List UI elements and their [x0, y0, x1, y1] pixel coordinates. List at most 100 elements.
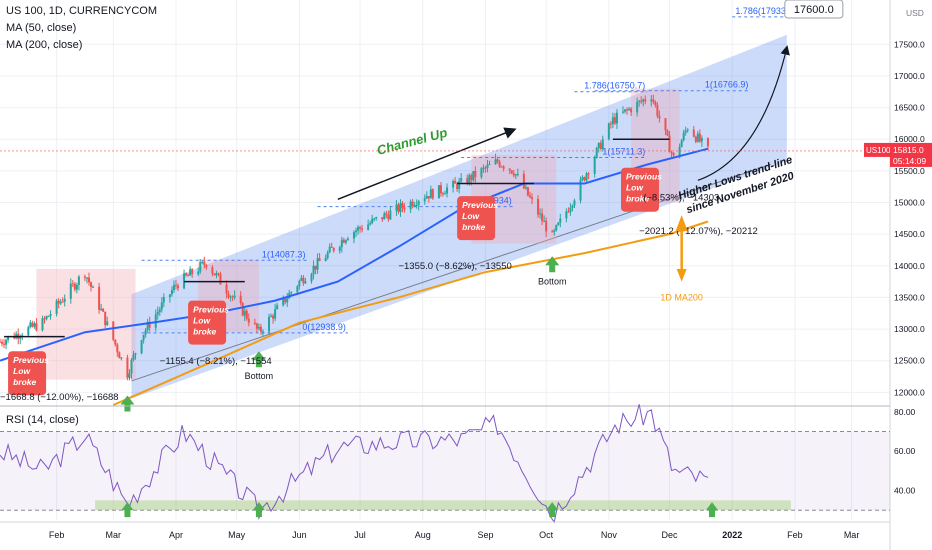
- time-tick-label: 2022: [722, 530, 742, 540]
- candle-body: [342, 239, 345, 243]
- channel-up-label: Channel Up: [375, 125, 449, 158]
- rsi-band: [0, 431, 890, 511]
- previous-low-broke-label: Low: [462, 211, 480, 221]
- candle-body: [367, 224, 370, 230]
- candle-body: [243, 310, 246, 316]
- time-tick-label: Jul: [354, 530, 366, 540]
- candle-body: [373, 218, 376, 220]
- candle-body: [470, 175, 473, 181]
- candle-body: [446, 187, 449, 194]
- candle-body: [658, 115, 661, 119]
- candle-body: [3, 343, 6, 345]
- candle-body: [411, 201, 414, 207]
- candle-body: [456, 183, 459, 190]
- time-tick-label: Oct: [539, 530, 554, 540]
- symbol-title: US 100, 1D, CURRENCYCOM: [6, 5, 157, 17]
- fib-level-label: 1(14087.3): [262, 249, 306, 259]
- candle-body: [526, 187, 529, 196]
- time-tick-label: Sep: [477, 530, 493, 540]
- candle-body: [197, 271, 200, 275]
- candle-body: [300, 277, 303, 281]
- candle-body: [371, 218, 374, 224]
- candle-body: [92, 286, 95, 288]
- candle-body: [268, 316, 271, 332]
- fib-level-label: 1.786(16750.7): [584, 81, 645, 91]
- candle-body: [211, 267, 214, 274]
- candle-body: [5, 340, 8, 345]
- candle-body: [466, 178, 469, 184]
- ma200-line: [112, 220, 709, 406]
- candle-body: [272, 315, 275, 319]
- candle-body: [187, 275, 190, 277]
- candle-body: [189, 269, 192, 276]
- candle-body: [545, 220, 548, 232]
- candle-body: [247, 318, 250, 323]
- target-box-label: 17600.0: [794, 4, 834, 16]
- candle-body: [162, 297, 165, 303]
- candle-body: [642, 99, 645, 102]
- candle-body: [369, 223, 372, 225]
- candle-body: [130, 359, 133, 374]
- candle-body: [55, 300, 58, 315]
- candle-body: [678, 147, 681, 156]
- candle-body: [567, 211, 570, 213]
- rsi-tick-label: 80.00: [894, 407, 916, 417]
- candle-body: [439, 185, 442, 194]
- channel-arrow: [337, 127, 517, 201]
- candle-body: [522, 173, 525, 189]
- candle-body: [318, 258, 321, 262]
- candle-body: [403, 207, 406, 210]
- candle-body: [587, 173, 590, 175]
- candle-body: [114, 339, 117, 345]
- candle-body: [90, 282, 93, 287]
- candle-body: [530, 197, 533, 200]
- candle-body: [215, 273, 218, 276]
- candle-body: [59, 301, 62, 304]
- candle-body: [409, 201, 412, 210]
- candle-body: [387, 214, 390, 220]
- candle-body: [217, 273, 220, 275]
- candle-body: [100, 308, 103, 310]
- candle-body: [201, 261, 204, 263]
- candle-body: [75, 284, 78, 290]
- last-price-label: 15815.0: [893, 145, 924, 155]
- candle-body: [290, 292, 293, 294]
- previous-low-broke-label: Previous: [13, 355, 49, 365]
- candle-body: [611, 117, 614, 125]
- candle-body: [593, 157, 596, 174]
- candle-body: [650, 99, 653, 102]
- candle-body: [423, 198, 426, 202]
- fib-level-label: 1(15711.3): [602, 146, 645, 156]
- rsi-bottom-arrow: [546, 502, 559, 518]
- candle-body: [541, 213, 544, 221]
- candle-body: [516, 173, 519, 175]
- candle-body: [328, 246, 331, 253]
- candle-body: [425, 196, 428, 199]
- candle-body: [126, 357, 129, 378]
- ma200-label: 1D MA200: [660, 293, 703, 303]
- rsi-bottom-arrow: [252, 502, 265, 518]
- ma200-legend: MA (200, close): [6, 39, 83, 51]
- candle-body: [692, 129, 695, 137]
- previous-low-broke-box: [188, 300, 227, 345]
- candle-body: [170, 290, 173, 295]
- drop-percent-label: −2021.2 (−12.07%), −20212: [639, 226, 758, 237]
- fib-level-label: 0(12938.9): [302, 322, 346, 332]
- previous-low-broke-label: Low: [13, 366, 31, 376]
- candle-body: [417, 201, 420, 205]
- candle-body: [253, 322, 256, 324]
- candle-body: [496, 159, 499, 162]
- candle-body: [557, 222, 560, 226]
- candle-body: [73, 283, 76, 290]
- previous-low-broke-label: Low: [193, 316, 211, 326]
- candle-body: [700, 138, 703, 142]
- candle-body: [118, 352, 121, 359]
- previous-low-broke-label: Previous: [193, 305, 229, 315]
- bottom-label: Bottom: [538, 276, 567, 286]
- candle-body: [43, 318, 46, 320]
- drop-percent-label: (−8.53%), −14303: [643, 193, 719, 204]
- candle-body: [257, 326, 260, 329]
- candle-body: [233, 295, 236, 298]
- time-tick-label: Dec: [662, 530, 679, 540]
